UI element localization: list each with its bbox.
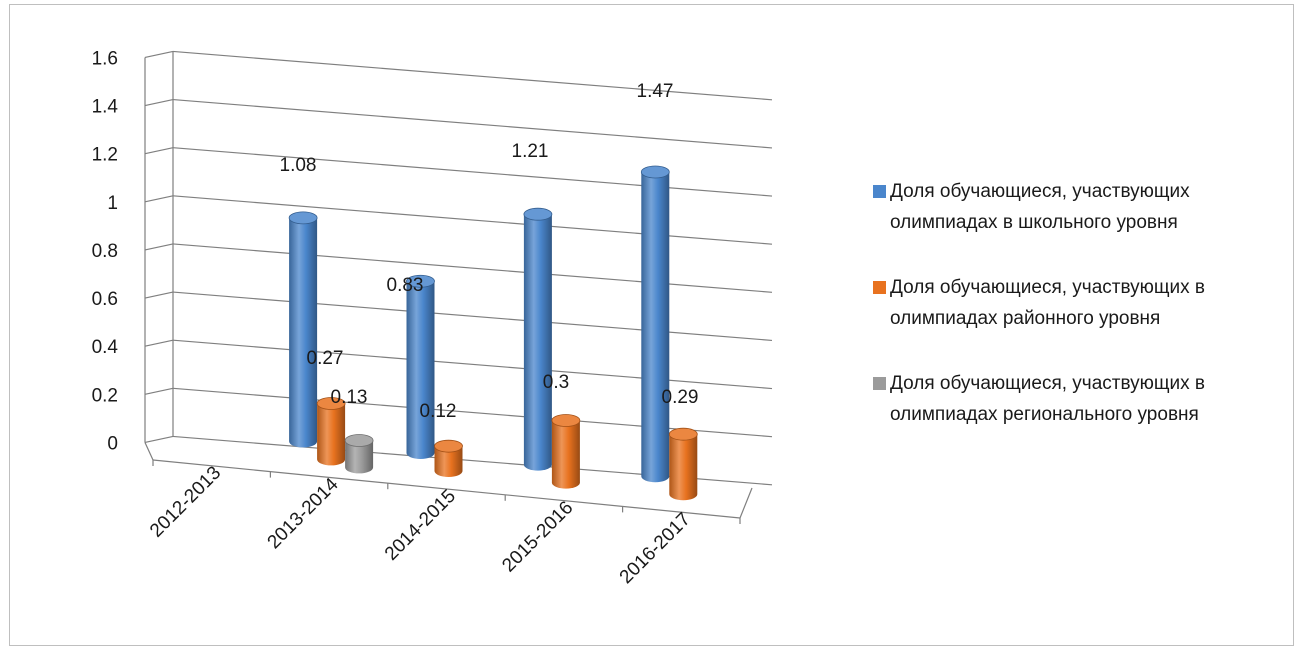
side-gridline xyxy=(145,292,173,298)
legend-item-district: Доля обучающиеся, участвующих в олимпиад… xyxy=(870,272,1300,334)
y-tick-label: 0.2 xyxy=(92,385,118,406)
legend-swatch-district xyxy=(873,281,886,294)
bar-top xyxy=(669,428,697,440)
bar-body xyxy=(552,421,580,489)
gridline xyxy=(173,148,772,196)
x-tick-label: 2016-2017 xyxy=(616,509,695,588)
bar-body xyxy=(641,172,669,482)
data-label: 0.27 xyxy=(307,348,344,369)
legend-label-regional: Доля обучающиеся, участвующих в олимпиад… xyxy=(890,373,1205,425)
bar-body xyxy=(289,218,317,447)
y-tick-label: 1.4 xyxy=(92,97,119,118)
side-gridline xyxy=(145,51,173,57)
x-tick-label: 2014-2015 xyxy=(381,486,460,565)
gridline xyxy=(173,292,772,340)
bar-1-2 xyxy=(435,440,463,477)
side-gridline xyxy=(145,148,173,154)
bar-top xyxy=(289,212,317,224)
gridline xyxy=(173,196,772,244)
bar-body xyxy=(407,281,435,459)
legend: Доля обучающиеся, участвующих олимпиадах… xyxy=(870,176,1300,464)
data-label: 1.21 xyxy=(512,141,549,162)
gridline xyxy=(173,51,772,99)
side-gridline xyxy=(145,388,173,394)
gridline xyxy=(173,244,772,292)
side-gridline xyxy=(145,340,173,346)
bar-top xyxy=(641,166,669,178)
y-tick-label: 0.8 xyxy=(92,241,118,262)
gridline xyxy=(173,340,772,388)
bar-0-3 xyxy=(524,208,552,470)
data-label: 0.13 xyxy=(331,387,368,408)
side-gridline xyxy=(145,196,173,202)
data-label: 0.29 xyxy=(662,387,699,408)
floor-right-edge xyxy=(740,488,752,518)
y-tick-label: 0.6 xyxy=(92,289,118,310)
legend-swatch-school xyxy=(873,185,886,198)
legend-label-school: Доля обучающиеся, участвующих олимпиадах… xyxy=(890,181,1190,233)
bar-body xyxy=(669,434,697,500)
bar-1-3 xyxy=(552,415,580,489)
data-label: 0.12 xyxy=(420,401,457,422)
data-label: 1.08 xyxy=(280,155,317,176)
data-label: 0.83 xyxy=(387,275,424,296)
y-tick-label: 0 xyxy=(107,433,118,454)
x-tick-label: 2012-2013 xyxy=(146,462,225,541)
data-label: 1.47 xyxy=(637,81,674,102)
side-gridline xyxy=(145,436,173,442)
floor-left-edge xyxy=(145,442,153,460)
data-label: 0.3 xyxy=(543,372,569,393)
y-tick-label: 0.4 xyxy=(92,337,119,358)
legend-item-school: Доля обучающиеся, участвующих олимпиадах… xyxy=(870,176,1300,238)
legend-swatch-regional xyxy=(873,377,886,390)
bar-0-1 xyxy=(289,212,317,447)
bar-top xyxy=(345,434,373,446)
y-tick-label: 1.2 xyxy=(92,145,118,166)
y-tick-label: 1 xyxy=(107,193,118,214)
side-gridline xyxy=(145,100,173,106)
y-tick-label: 1.6 xyxy=(92,48,118,69)
bar-1-4 xyxy=(669,428,697,500)
bar-0-4 xyxy=(641,166,669,482)
bar-top xyxy=(435,440,463,452)
bar-body xyxy=(524,214,552,470)
bar-0-2 xyxy=(407,275,435,459)
legend-label-district: Доля обучающиеся, участвующих в олимпиад… xyxy=(890,277,1205,329)
bar-top xyxy=(552,415,580,427)
bars xyxy=(289,166,697,500)
x-tick-label: 2015-2016 xyxy=(498,497,577,576)
bar-top xyxy=(524,208,552,220)
side-gridline xyxy=(145,244,173,250)
legend-item-regional: Доля обучающиеся, участвующих в олимпиад… xyxy=(870,368,1300,430)
bar-2-1 xyxy=(345,434,373,473)
gridline xyxy=(173,100,772,148)
x-tick-label: 2013-2014 xyxy=(264,474,343,553)
bar-body xyxy=(317,404,345,466)
